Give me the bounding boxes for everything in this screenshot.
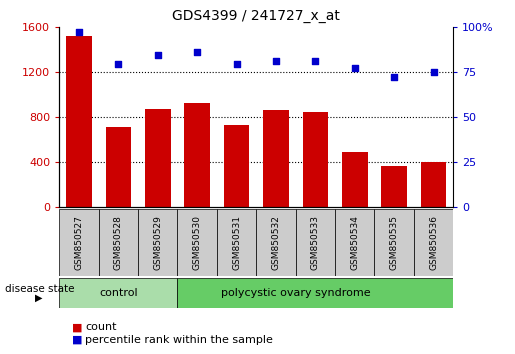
Bar <box>342 152 368 207</box>
Text: GSM850534: GSM850534 <box>350 215 359 270</box>
FancyBboxPatch shape <box>217 209 256 276</box>
FancyBboxPatch shape <box>59 209 99 276</box>
Text: GSM850535: GSM850535 <box>390 215 399 270</box>
Text: GSM850532: GSM850532 <box>271 215 280 270</box>
Bar <box>106 127 131 207</box>
Bar <box>381 166 407 207</box>
Text: GSM850527: GSM850527 <box>75 215 83 270</box>
Bar <box>145 109 170 207</box>
Bar <box>421 162 447 207</box>
Text: ▶: ▶ <box>35 293 42 303</box>
Point <box>351 65 359 71</box>
Text: polycystic ovary syndrome: polycystic ovary syndrome <box>221 288 370 298</box>
FancyBboxPatch shape <box>138 209 177 276</box>
Bar <box>224 125 249 207</box>
Point <box>311 58 319 64</box>
Point <box>193 49 201 55</box>
Point <box>430 69 438 75</box>
Title: GDS4399 / 241727_x_at: GDS4399 / 241727_x_at <box>173 9 340 23</box>
Text: GSM850536: GSM850536 <box>429 215 438 270</box>
Point <box>232 62 241 67</box>
FancyBboxPatch shape <box>414 209 453 276</box>
FancyBboxPatch shape <box>256 209 296 276</box>
Text: GSM850529: GSM850529 <box>153 215 162 270</box>
Bar <box>263 110 289 207</box>
Text: GSM850530: GSM850530 <box>193 215 201 270</box>
FancyBboxPatch shape <box>177 278 453 308</box>
Text: GSM850531: GSM850531 <box>232 215 241 270</box>
Text: control: control <box>99 288 138 298</box>
Text: ■: ■ <box>72 335 82 345</box>
FancyBboxPatch shape <box>296 209 335 276</box>
Text: disease state: disease state <box>5 284 75 295</box>
Bar <box>302 112 328 207</box>
Bar <box>66 36 92 207</box>
FancyBboxPatch shape <box>177 209 217 276</box>
Text: count: count <box>85 322 116 332</box>
Text: GSM850528: GSM850528 <box>114 215 123 270</box>
Text: percentile rank within the sample: percentile rank within the sample <box>85 335 273 345</box>
FancyBboxPatch shape <box>99 209 138 276</box>
Bar <box>184 103 210 207</box>
FancyBboxPatch shape <box>374 209 414 276</box>
Point <box>272 58 280 64</box>
FancyBboxPatch shape <box>335 209 374 276</box>
Text: GSM850533: GSM850533 <box>311 215 320 270</box>
FancyBboxPatch shape <box>59 278 177 308</box>
Point <box>153 53 162 58</box>
Point <box>114 62 123 67</box>
Text: ■: ■ <box>72 322 82 332</box>
Point <box>390 74 398 80</box>
Point <box>75 29 83 35</box>
